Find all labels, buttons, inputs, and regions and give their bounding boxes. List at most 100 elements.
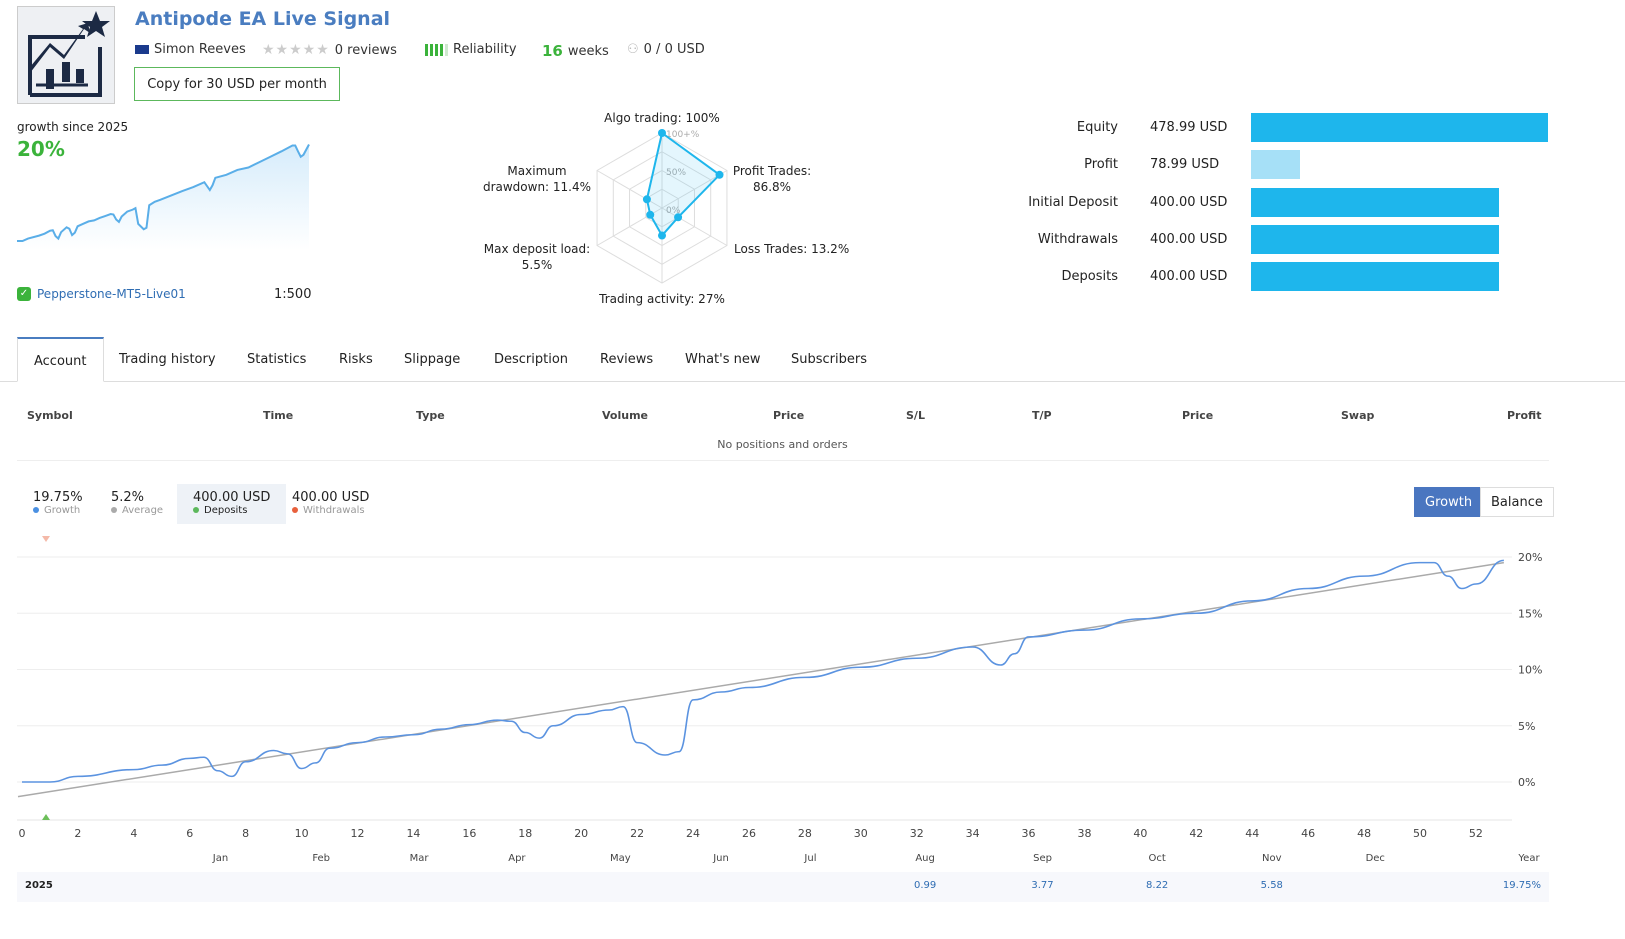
month-growth-cell: 0.99 [913,880,937,891]
balance-bar [1251,150,1300,180]
label-line: Max deposit load: [484,242,590,256]
broker-link[interactable]: ✓ Pepperstone-MT5-Live01 [17,287,186,301]
stat-deposits[interactable]: 400.00 USD Deposits [177,484,287,524]
x-tick-label: 16 [462,827,476,840]
column-header: Swap [1341,409,1375,422]
x-tick-label: 18 [518,827,532,840]
tab-description[interactable]: Description [494,352,569,367]
x-tick-label: 42 [1189,827,1203,840]
x-tick-label: 38 [1077,827,1091,840]
stat-withdrawals[interactable]: 400.00 USD Withdrawals [292,490,370,516]
radar-spoke [661,207,728,246]
tab-subscribers[interactable]: Subscribers [791,352,867,367]
x-tick-label: 12 [351,827,365,840]
balance-value: 78.99 USD [1150,157,1220,173]
deposit-marker-icon [42,814,50,820]
tab-statistics[interactable]: Statistics [247,352,307,367]
month-growth-cell: 8.22 [1146,880,1169,891]
signal-title[interactable]: Antipode EA Live Signal [135,8,391,30]
stat-growth[interactable]: 19.75% Growth [33,490,83,516]
growth-line [22,559,1505,783]
tab-bar: Account Trading history Statistics Risks Sli… [0,337,1625,382]
x-tick-label: 34 [966,827,980,840]
month-label: Jul [803,853,816,864]
tab-risks[interactable]: Risks [339,352,373,367]
balance-value: 400.00 USD [1150,231,1228,247]
radar-ring-label: 0% [666,206,681,216]
tab-account[interactable]: Account [17,337,104,382]
x-tick-label: 22 [630,827,644,840]
stat-average[interactable]: 5.2% Average [111,490,164,516]
australia-flag-icon [135,45,149,54]
radar-axis-label: Algo trading: 100% [604,111,720,125]
growth-value: 20% [17,137,65,161]
leverage: 1:500 [274,287,312,302]
radar-point [715,170,724,179]
y-tick-label: 5% [1518,720,1535,733]
balance-toggle-button[interactable]: Balance [1480,487,1554,517]
x-tick-label: 46 [1301,827,1315,840]
year-row: 2025 0.99 3.77 8.22 5.58 19.75% [17,872,1549,902]
radar-axis-label: Maximum drawdown: 11.4% [483,164,591,194]
balance-value: 478.99 USD [1150,120,1228,135]
balance-bar [1251,187,1500,217]
month-label: Apr [508,853,526,864]
column-header: Volume [602,409,648,422]
subscribers: ⚇ 0 / 0 USD [627,42,705,57]
balance-value: 400.00 USD [1150,269,1228,285]
balance-label: Equity [1076,120,1118,135]
tab-reviews[interactable]: Reviews [600,352,654,367]
radar-point [674,213,683,222]
column-header: Price [773,409,805,422]
month-label: Jun [712,853,729,864]
balance-value: 400.00 USD [1150,194,1228,210]
x-tick-label: 30 [854,827,868,840]
radar-point [646,210,655,219]
month-label: Jan [212,853,228,864]
tab-trading-history[interactable]: Trading history [119,352,216,367]
x-tick-label: 52 [1469,827,1483,840]
radar-axis-label: Trading activity: 27% [598,292,725,306]
label-line: Algo trading: 100% [604,111,720,125]
balance-label: Withdrawals [1037,231,1118,247]
balance-bar [1251,224,1500,254]
radar-ring-label: 100+% [666,130,700,140]
balance-label: Initial Deposit [1028,194,1118,210]
mini-growth-line [17,143,310,242]
label-line: Maximum [507,164,566,178]
label-line: Trading activity: 27% [598,292,725,306]
column-header: S/L [906,409,925,422]
column-header: Type [416,409,445,422]
balance-label: Deposits [1061,269,1118,285]
growth-label: growth since 2025 [17,120,129,134]
legend-dot-icon [292,507,298,513]
x-tick-label: 32 [910,827,924,840]
x-tick-label: 4 [130,827,137,840]
empty-positions: No positions and orders [717,438,848,451]
star-rating-icon: ★★★★★ [262,42,330,58]
radar-axis-label: Max deposit load: 5.5% [484,242,590,272]
weeks: 16 weeks [542,42,609,60]
month-label: Sep [1033,853,1052,864]
x-tick-label: 14 [406,827,420,840]
tab-what-s-new[interactable]: What's new [685,352,761,367]
x-tick-label: 44 [1245,827,1259,840]
label-line: 5.5% [522,258,553,272]
month-growth-cell: 3.77 [1031,880,1054,891]
radar-point [642,195,651,204]
x-tick-label: 28 [798,827,812,840]
month-label: Aug [915,853,935,864]
y-tick-label: 20% [1518,551,1542,564]
label-line: Loss Trades: 13.2% [734,242,849,256]
copy-button[interactable]: Copy for 30 USD per month [134,67,340,101]
balance-bar [1251,262,1500,292]
signal-logo [17,6,115,104]
rating[interactable]: ★★★★★ 0 reviews [262,42,397,58]
tab-slippage[interactable]: Slippage [404,352,461,367]
growth-toggle-button[interactable]: Growth [1414,487,1484,517]
author[interactable]: Simon Reeves [135,42,246,57]
balance-bar [1251,113,1548,142]
x-tick-label: 26 [742,827,756,840]
x-tick-label: 0 [19,827,26,840]
legend-dot-icon [33,507,39,513]
